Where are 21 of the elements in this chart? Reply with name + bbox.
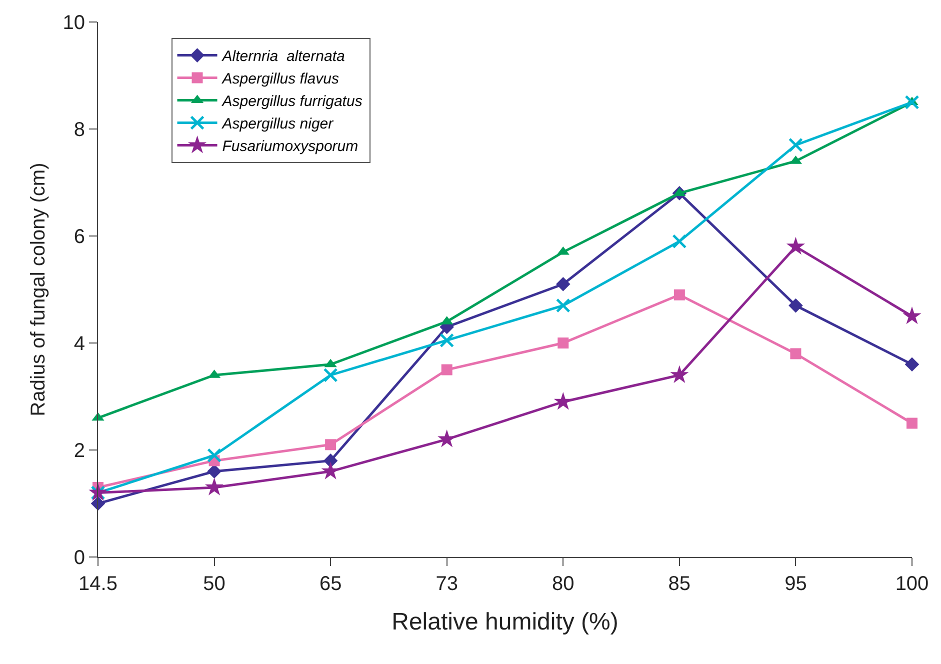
legend-label: Aspergillus flavus (221, 70, 340, 88)
x-tick-label: 85 (668, 573, 691, 595)
y-tick-label: 6 (74, 226, 85, 248)
x-tick-label: 50 (203, 573, 226, 595)
y-tick-label: 2 (74, 440, 85, 462)
y-tick-label: 10 (62, 12, 85, 34)
legend-label: Aspergillus niger (221, 116, 334, 133)
x-tick-label: 65 (319, 573, 342, 595)
y-tick-label: 0 (74, 547, 85, 569)
y-axis-title: Radius of fungal colony (cm) (27, 162, 50, 416)
legend-label: Fusariumoxysporum (222, 138, 358, 156)
x-axis-title: Relative humidity (%) (392, 608, 618, 636)
y-tick-label: 8 (74, 119, 85, 141)
legend-label: Aspergillus furrigatus (221, 93, 363, 110)
x-tick-label: 73 (436, 573, 458, 595)
x-tick-label: 95 (784, 573, 807, 595)
y-tick-label: 4 (74, 333, 85, 355)
x-tick-label: 80 (552, 573, 574, 595)
x-tick-label: 100 (895, 573, 929, 595)
legend-label: Alternria alternata (221, 48, 345, 66)
x-tick-label: 14.5 (78, 573, 118, 595)
